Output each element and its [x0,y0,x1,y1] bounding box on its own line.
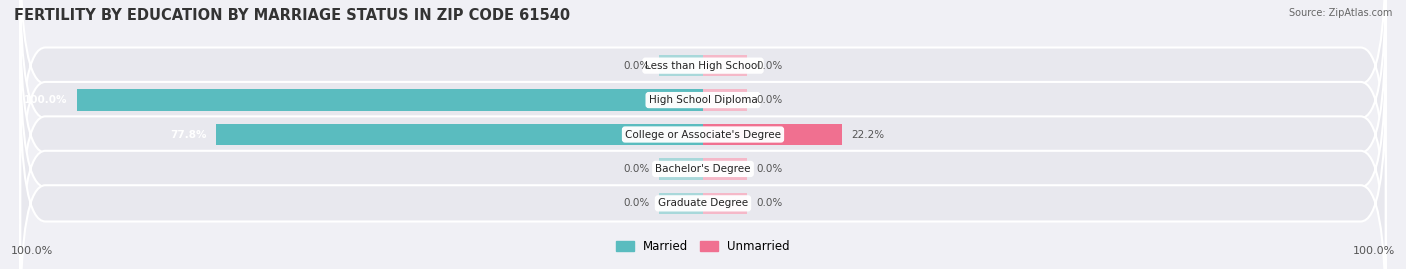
Text: 0.0%: 0.0% [623,61,650,71]
Text: Less than High School: Less than High School [645,61,761,71]
Text: 0.0%: 0.0% [756,95,783,105]
Text: 100.0%: 100.0% [1353,246,1395,256]
FancyBboxPatch shape [20,0,1386,185]
Text: Source: ZipAtlas.com: Source: ZipAtlas.com [1288,8,1392,18]
FancyBboxPatch shape [20,49,1386,269]
FancyBboxPatch shape [20,15,1386,254]
Text: FERTILITY BY EDUCATION BY MARRIAGE STATUS IN ZIP CODE 61540: FERTILITY BY EDUCATION BY MARRIAGE STATU… [14,8,571,23]
Bar [703,89,747,111]
Bar [659,193,703,214]
FancyBboxPatch shape [20,0,1386,220]
Text: High School Diploma: High School Diploma [648,95,758,105]
Text: 0.0%: 0.0% [756,198,783,208]
Bar [659,158,703,180]
Bar [659,55,703,76]
Bar [703,158,747,180]
Text: 22.2%: 22.2% [852,129,884,140]
Text: 100.0%: 100.0% [11,246,53,256]
Bar [215,124,703,145]
Text: 0.0%: 0.0% [623,164,650,174]
Text: 0.0%: 0.0% [623,198,650,208]
Bar [703,124,842,145]
Text: 100.0%: 100.0% [24,95,67,105]
Bar [703,193,747,214]
FancyBboxPatch shape [20,84,1386,269]
Bar [77,89,703,111]
Text: Bachelor's Degree: Bachelor's Degree [655,164,751,174]
Bar [703,55,747,76]
Text: Graduate Degree: Graduate Degree [658,198,748,208]
Legend: Married, Unmarried: Married, Unmarried [612,235,794,258]
Text: 0.0%: 0.0% [756,61,783,71]
Text: 0.0%: 0.0% [756,164,783,174]
Text: 77.8%: 77.8% [170,129,207,140]
Text: College or Associate's Degree: College or Associate's Degree [626,129,780,140]
